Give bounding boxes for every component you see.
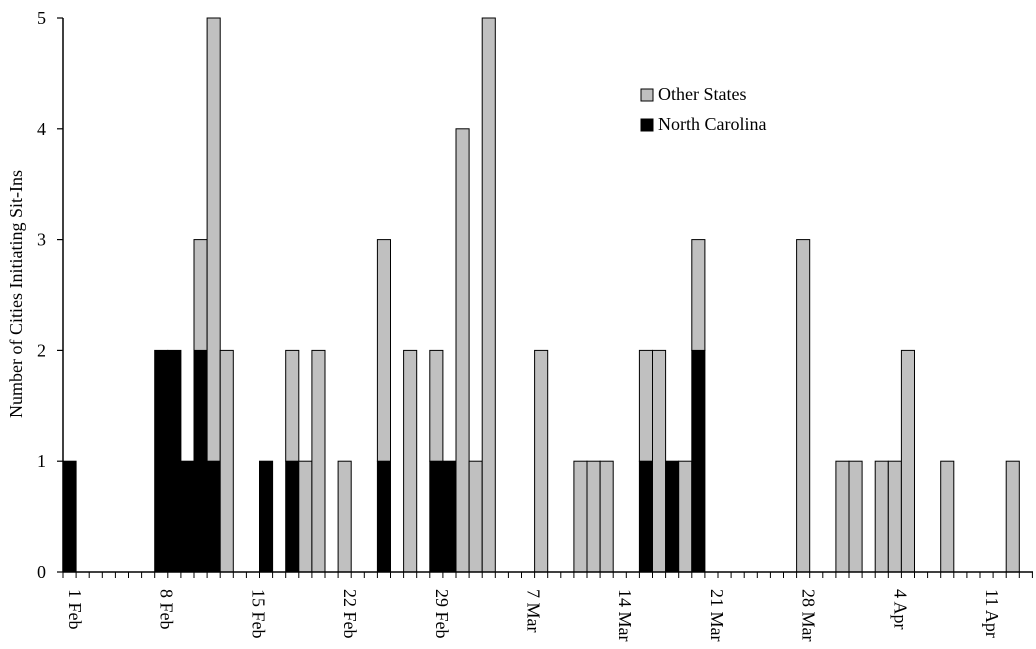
bar-other-states-day-24 — [376, 239, 391, 462]
bar-other-states-day-11 — [206, 17, 221, 462]
y-tick-label-4: 4 — [37, 119, 46, 139]
x-tick-label-9: 4 Apr — [890, 589, 910, 630]
bar-other-states-day-67 — [940, 460, 955, 573]
bar-other-states-day-26 — [403, 349, 418, 573]
x-tick-label-7: 21 Mar — [707, 589, 727, 642]
x-tick-label-5: 7 Mar — [524, 589, 544, 633]
x-tick-label-10: 11 Apr — [982, 589, 1002, 638]
bar-north-carolina-day-8 — [167, 349, 182, 573]
bar-other-states-day-10 — [193, 239, 208, 351]
bar-other-states-day-17 — [285, 349, 300, 462]
y-tick-label-1: 1 — [37, 451, 46, 471]
bar-other-states-day-48 — [691, 239, 706, 351]
bar-other-states-day-72 — [1005, 460, 1020, 573]
y-tick-label-5: 5 — [37, 8, 46, 28]
bar-north-carolina-day-7 — [154, 349, 169, 573]
y-tick-label-2: 2 — [37, 340, 46, 360]
bar-north-carolina-day-10 — [193, 349, 208, 573]
bar-other-states-day-59 — [835, 460, 850, 573]
bar-other-states-day-30 — [455, 128, 470, 573]
bar-north-carolina-day-48 — [691, 349, 706, 573]
bar-north-carolina-day-0 — [62, 460, 77, 573]
bar-north-carolina-day-28 — [429, 460, 444, 573]
legend: Other States North Carolina — [640, 84, 766, 134]
bar-other-states-day-60 — [848, 460, 863, 573]
legend-swatch-other-states — [640, 88, 654, 102]
x-tick-label-0: 1 Feb — [65, 589, 85, 630]
x-axis: 1 Feb 8 Feb 15 Feb 22 Feb 29 Feb 7 Mar 14 Mar 2… — [62, 571, 1033, 642]
bar-other-states-day-18 — [298, 460, 313, 573]
bar-other-states-day-64 — [900, 349, 916, 573]
legend-label-other-states: Other States — [658, 84, 746, 104]
bar-north-carolina-day-11 — [206, 460, 221, 573]
bar-north-carolina-day-9 — [180, 460, 195, 573]
bar-other-states-day-12 — [219, 349, 234, 573]
bar-north-carolina-day-24 — [376, 460, 391, 573]
bar-other-states-day-44 — [638, 349, 654, 462]
bars-layer — [62, 17, 1020, 573]
x-tick-label-2: 15 Feb — [248, 589, 268, 639]
bar-other-states-day-47 — [678, 460, 693, 573]
bar-other-states-day-31 — [468, 460, 483, 573]
x-tick-label-6: 14 Mar — [615, 589, 635, 642]
x-tick-label-4: 29 Feb — [432, 589, 452, 639]
bar-north-carolina-day-46 — [665, 460, 680, 573]
bar-other-states-day-56 — [796, 239, 811, 573]
y-axis-title: Number of Cities Initiating Sit-Ins — [6, 170, 26, 418]
bar-other-states-day-19 — [311, 349, 326, 573]
bar-north-carolina-day-44 — [638, 460, 654, 573]
bar-north-carolina-day-17 — [285, 460, 300, 573]
bar-other-states-day-40 — [586, 460, 601, 573]
x-tick-label-3: 22 Feb — [340, 589, 360, 639]
bar-other-states-day-39 — [573, 460, 588, 573]
bar-other-states-day-41 — [599, 460, 614, 573]
bar-other-states-day-21 — [337, 460, 352, 573]
bar-other-states-day-36 — [534, 349, 549, 573]
bar-other-states-day-28 — [429, 349, 444, 462]
x-tick-label-8: 28 Mar — [799, 589, 819, 642]
bar-other-states-day-32 — [481, 17, 496, 573]
legend-swatch-north-carolina — [640, 118, 654, 132]
bar-north-carolina-day-15 — [259, 460, 274, 573]
x-tick-label-1: 8 Feb — [157, 589, 177, 630]
bar-other-states-day-45 — [652, 349, 667, 573]
bar-other-states-day-63 — [887, 460, 902, 573]
y-tick-label-0: 0 — [37, 562, 46, 582]
legend-label-north-carolina: North Carolina — [658, 114, 766, 134]
bar-north-carolina-day-29 — [442, 460, 457, 573]
bar-other-states-day-62 — [874, 460, 889, 573]
y-tick-label-3: 3 — [37, 230, 46, 250]
y-axis: 0 1 2 3 4 5 — [37, 8, 64, 582]
